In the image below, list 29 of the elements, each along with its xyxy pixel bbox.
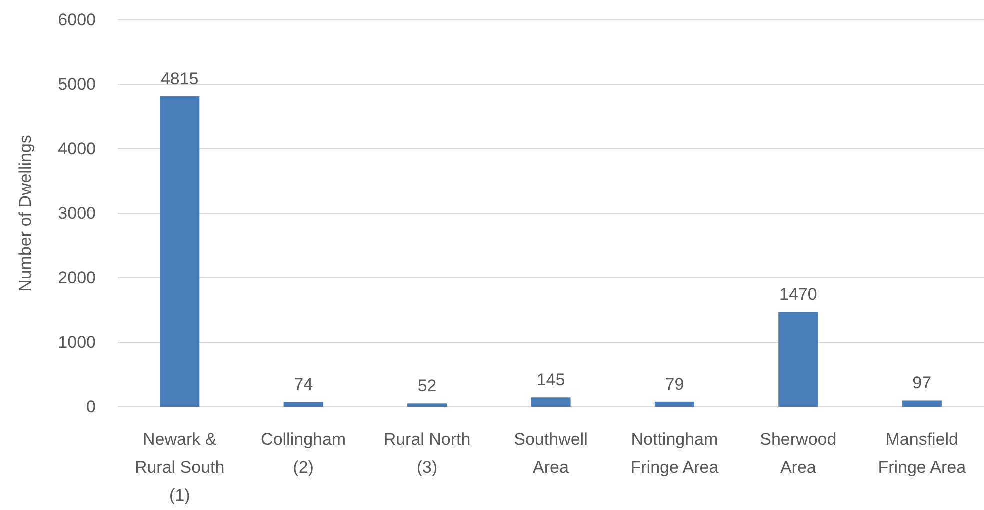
x-tick-label: Rural North (3) <box>384 430 471 477</box>
data-label: 74 <box>294 375 314 394</box>
x-tick-label: Southwell Area <box>514 430 588 477</box>
data-label: 97 <box>912 374 932 393</box>
data-label: 4815 <box>160 69 199 88</box>
bar <box>284 402 324 407</box>
bar <box>654 402 695 407</box>
y-axis-title: Number of Dwellings <box>16 135 35 292</box>
bar <box>407 404 448 407</box>
data-label: 52 <box>418 376 437 396</box>
data-label: 79 <box>665 374 684 394</box>
y-tick-label: 5000 <box>58 74 96 94</box>
x-tick-label: Mansfield Fringe Area <box>878 430 967 477</box>
x-tick-label: Nottingham Fringe Area <box>630 430 720 477</box>
y-tick-label: 3000 <box>58 204 96 223</box>
data-label: 145 <box>536 370 566 390</box>
bar <box>531 398 571 407</box>
y-tick-label: 2000 <box>58 268 96 288</box>
bar <box>902 400 942 407</box>
x-tick-label: Sherwood Area <box>760 430 837 477</box>
y-tick-label: 6000 <box>58 10 96 30</box>
x-tick-label: Newark & Rural South (1) <box>134 430 225 505</box>
y-tick-label: 0 <box>86 397 96 416</box>
y-tick-label: 1000 <box>58 332 96 352</box>
data-label: 1470 <box>780 285 818 304</box>
bar <box>160 96 200 407</box>
bar <box>778 312 818 407</box>
x-tick-label: Collingham (2) <box>261 430 346 477</box>
y-tick-label: 4000 <box>58 139 96 158</box>
